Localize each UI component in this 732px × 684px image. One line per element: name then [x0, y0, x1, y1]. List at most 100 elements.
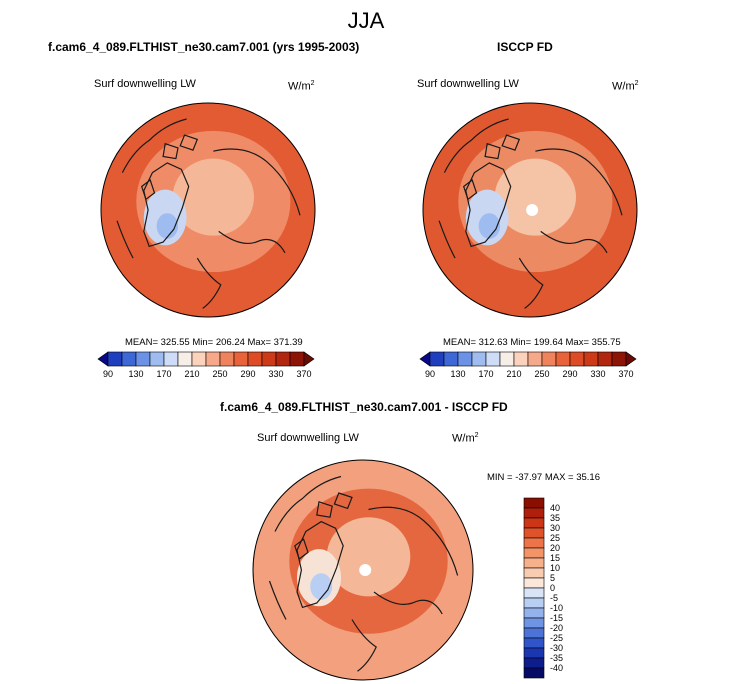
panel3-title: f.cam6_4_089.FLTHIST_ne30.cam7.001 - ISC…	[220, 400, 508, 414]
colorbar-cell	[523, 667, 545, 679]
panel3-field-core	[326, 517, 411, 597]
colorbar-cell	[625, 351, 637, 367]
colorbar-cell	[523, 567, 545, 579]
colorbar-cell	[523, 517, 545, 529]
colorbar-cell	[523, 577, 545, 589]
colorbar-cell	[523, 557, 545, 569]
panel3-coastline	[316, 501, 333, 518]
colorbar-cell	[523, 627, 545, 639]
panel3-units-base: W/m	[452, 432, 475, 445]
panel1-units-exp: 2	[310, 80, 315, 87]
colorbar-cell	[611, 351, 627, 367]
colorbar-tick-label: 250	[212, 369, 228, 379]
colorbar-tick-label: 130	[450, 369, 466, 379]
colorbar-cell	[523, 547, 545, 559]
panel1-stats: MEAN= 325.55 Min= 206.24 Max= 371.39	[125, 337, 303, 348]
panel2-coastline	[535, 148, 623, 216]
panel2-coastline	[462, 179, 478, 201]
colorbar-cell	[191, 351, 207, 367]
colorbar-cell	[107, 351, 123, 367]
panel1-coastline	[213, 148, 301, 216]
panel1-coastline	[121, 118, 187, 173]
colorbar-cell	[523, 587, 545, 599]
colorbar-cell	[541, 351, 557, 367]
colorbar-cell	[443, 351, 459, 367]
colorbar-tick-label: 130	[128, 369, 144, 379]
panel1-map-border	[100, 102, 316, 318]
colorbar-cell	[583, 351, 599, 367]
figure-title: JJA	[347, 8, 385, 33]
panel2-coastline	[518, 257, 544, 309]
colorbar-tick-label: -25	[550, 633, 564, 643]
colorbar-cell	[429, 351, 445, 367]
colorbar-cell	[597, 351, 613, 367]
panel1-coastline	[162, 142, 179, 160]
colorbar-cell	[523, 657, 545, 669]
colorbar-cell	[233, 351, 249, 367]
colorbar-cell	[163, 351, 179, 367]
panel3-coastline	[294, 538, 309, 560]
panel3-coastline	[373, 591, 443, 615]
colorbar-cell	[289, 351, 305, 367]
colorbar-tick-label: -10	[550, 603, 564, 613]
panel1-units-base: W/m	[288, 80, 311, 93]
panel1-coastline	[179, 134, 199, 151]
colorbar-tick-label: -20	[550, 623, 564, 633]
panel3-stats: MIN = -37.97 MAX = 35.16	[487, 472, 601, 483]
colorbar-tick-label: 170	[156, 369, 172, 379]
colorbar-tick-label: 330	[590, 369, 606, 379]
colorbar-tick-label: 370	[296, 369, 312, 379]
colorbar-cell	[523, 647, 545, 659]
colorbar-cell	[219, 351, 235, 367]
panel2-map	[422, 102, 638, 318]
panel1-units: W/m2	[288, 80, 315, 93]
panel3-variable: Surf downwelling LW	[257, 432, 359, 444]
colorbar-tick-label: 250	[534, 369, 550, 379]
panel1-coastline	[143, 162, 190, 248]
panel2-coastline	[465, 162, 512, 248]
colorbar-cell	[471, 351, 487, 367]
colorbar-tick-label: 370	[618, 369, 634, 379]
colorbar-cell	[205, 351, 221, 367]
colorbar-tick-label: 25	[550, 533, 561, 543]
colorbar-tick-label: 10	[550, 563, 561, 573]
colorbar-cell	[485, 351, 501, 367]
colorbar-tick-label: 210	[184, 369, 200, 379]
colorbar-cell	[419, 351, 431, 367]
panel1-coastline	[196, 257, 222, 309]
panel3-coastline	[268, 580, 287, 620]
panel2-map-border	[422, 102, 638, 318]
panel3-coastline	[296, 520, 344, 609]
colorbar-tick-label: 15	[550, 553, 561, 563]
panel2-coastline	[438, 220, 456, 259]
colorbar-tick-label: 30	[550, 523, 561, 533]
colorbar-cell	[513, 351, 529, 367]
colorbar-tick-label: -15	[550, 613, 564, 623]
colorbar-cell	[523, 617, 545, 629]
colorbar-tick-label: 170	[478, 369, 494, 379]
panel2-greenland-core	[478, 213, 501, 239]
panel1-field	[101, 103, 315, 317]
panel3-map	[252, 459, 474, 681]
panel2-field	[423, 103, 637, 317]
panel2-units-base: W/m	[612, 80, 635, 93]
panel1-title: f.cam6_4_089.FLTHIST_ne30.cam7.001 (yrs …	[48, 40, 360, 54]
panel1-colorbar	[97, 351, 315, 367]
panel3-coastline	[351, 619, 377, 672]
colorbar-cell	[121, 351, 137, 367]
panel3-greenland-core	[310, 573, 333, 600]
panel3-units-exp: 2	[474, 432, 479, 439]
colorbar-cell	[523, 537, 545, 549]
colorbar-cell	[97, 351, 109, 367]
panel3-field	[253, 460, 473, 680]
colorbar-cell	[523, 607, 545, 619]
colorbar-cell	[555, 351, 571, 367]
colorbar-tick-label: -40	[550, 663, 564, 673]
colorbar-tick-label: 290	[562, 369, 578, 379]
colorbar-cell	[499, 351, 515, 367]
colorbar-cell	[523, 497, 545, 509]
panel2-coastline	[501, 134, 521, 151]
panel1-greenland-core	[156, 213, 179, 239]
colorbar-tick-label: 20	[550, 543, 561, 553]
